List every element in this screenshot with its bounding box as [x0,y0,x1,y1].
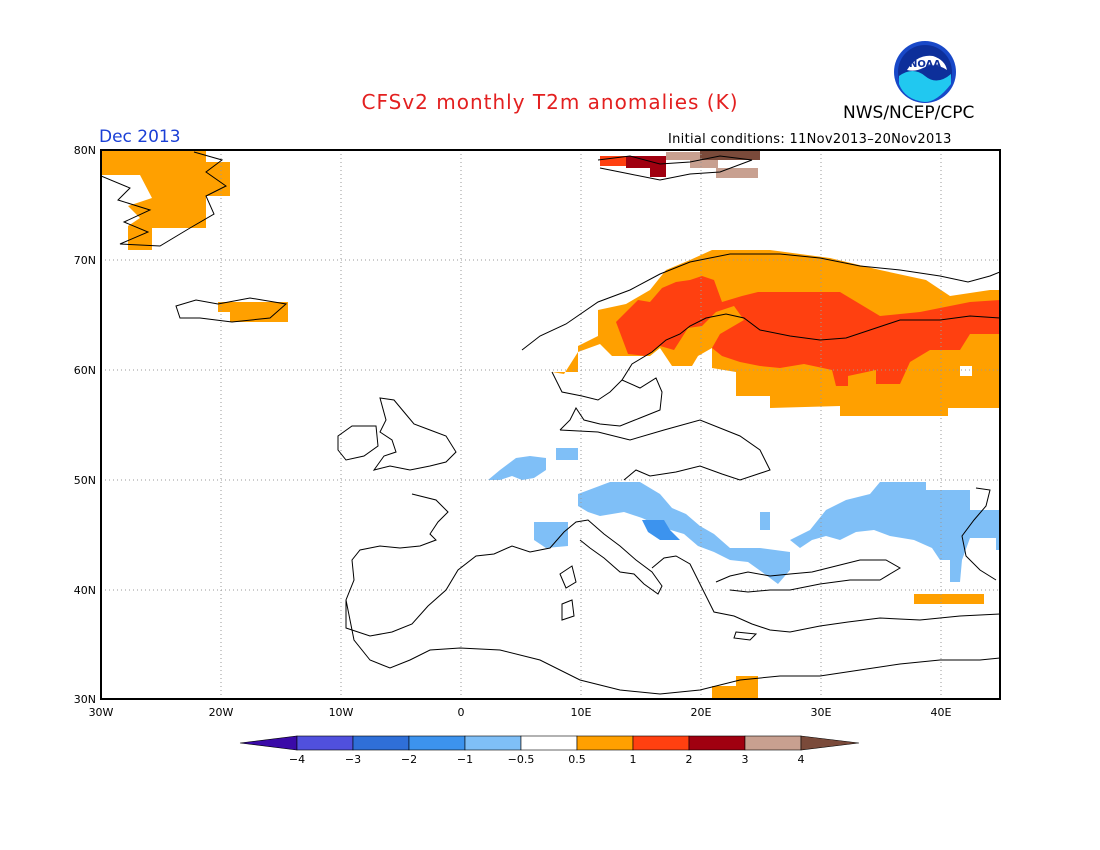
map-frame [100,149,1001,700]
colorbar-tick-label: −0.5 [508,753,535,766]
chart-title: CFSv2 monthly T2m anomalies (K) [361,90,739,114]
colorbar-segment [239,735,298,751]
lon-label: 10W [329,706,354,719]
agency-label: NWS/NCEP/CPC [843,103,975,123]
colorbar-tick-label: −1 [457,753,473,766]
colorbar-legend: −4 −3 −2 −1 −0.5 0.5 1 2 3 4 [239,735,860,766]
lon-label: 20E [691,706,712,719]
initial-conditions-label: Initial conditions: 11Nov2013–20Nov2013 [668,132,952,147]
colorbar-tick-label: 3 [742,753,749,766]
colorbar-segment [464,735,522,751]
lon-label: 30E [811,706,832,719]
colorbar-segment [520,735,578,751]
lat-label: 80N [74,144,96,157]
svg-text:NOAA: NOAA [909,59,941,70]
coastlines [101,151,1000,695]
colorbar-segment [632,735,690,751]
colorbar-tick-label: −3 [345,753,361,766]
colorbar-tick-label: 0.5 [568,753,586,766]
lon-label: 0 [458,706,465,719]
colorbar-segment [296,735,354,751]
colorbar-segment [800,735,860,751]
lat-label: 60N [74,364,96,377]
colorbar-segment [576,735,634,751]
colorbar-segment [688,735,746,751]
lat-label: 30N [74,693,96,706]
colorbar-tick-label: 2 [686,753,693,766]
colorbar-tick-label: 1 [630,753,637,766]
latitude-axis: 80N 70N 60N 50N 40N 30N [74,144,96,706]
lon-label: 30W [89,706,114,719]
map-gridlines [101,150,1000,699]
colorbar-tick-label: −2 [401,753,417,766]
anomaly-shading [101,150,1000,699]
lat-label: 70N [74,254,96,267]
colorbar-tick-label: −4 [289,753,305,766]
colorbar-tick-label: 4 [798,753,805,766]
colorbar-segment [744,735,802,751]
noaa-logo-icon: NOAA [894,41,956,103]
lat-label: 40N [74,584,96,597]
valid-month-label: Dec 2013 [99,127,181,147]
colorbar-segment [408,735,466,751]
colorbar-segment [352,735,410,751]
lon-label: 20W [209,706,234,719]
lon-label: 10E [571,706,592,719]
longitude-axis: 30W 20W 10W 0 10E 20E 30E 40E [89,706,952,719]
lat-label: 50N [74,474,96,487]
lon-label: 40E [931,706,952,719]
